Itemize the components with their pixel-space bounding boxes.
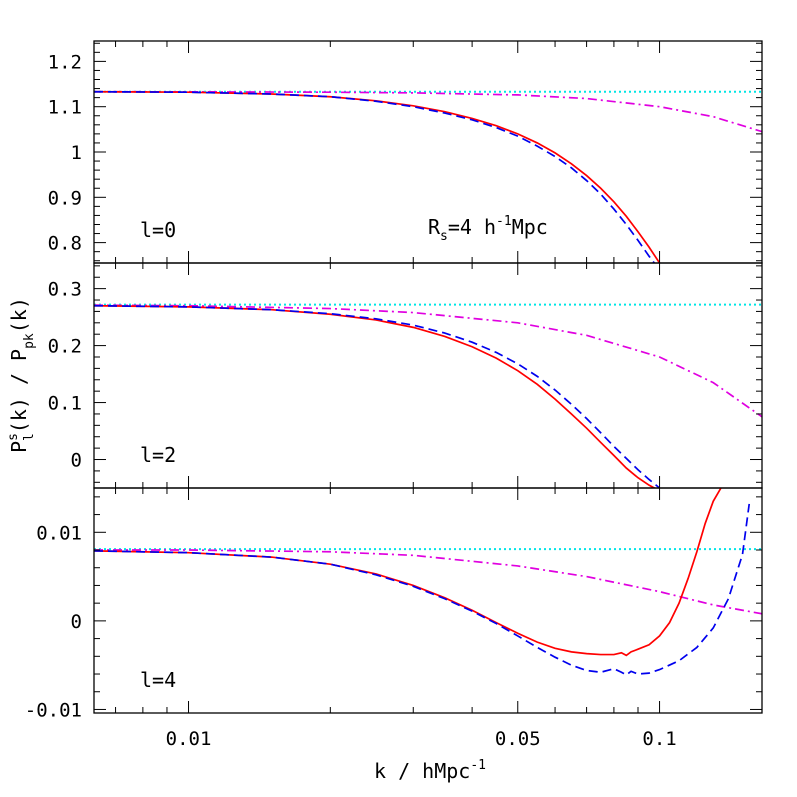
panel-l=2: 0 0.1 0.2 0.3 l=2 — [48, 262, 763, 489]
panel-label: l=4 — [140, 668, 176, 692]
y-tick-label: 1 — [71, 142, 82, 164]
panel-label: l=2 — [140, 443, 176, 467]
y-axis-label-sup: s — [6, 433, 21, 441]
panel-l=0: 0.8 0.9 1 1.1 1.2 l=0 — [48, 40, 763, 264]
rs-annotation-unit: Mpc — [512, 215, 548, 239]
y-tick-label: 1.2 — [48, 51, 82, 73]
y-axis-label-p: P — [7, 441, 31, 453]
y-axis-label: Psl(k) / Ppk(k) — [6, 297, 37, 453]
rs-annotation-sub: s — [440, 229, 448, 244]
x-axis-label: k / hMpc-1 — [374, 758, 486, 783]
y-axis-label-sub: l — [22, 433, 37, 441]
series-model — [94, 90, 762, 133]
y-tick-label: -0.01 — [25, 699, 82, 721]
series-simulation-b — [94, 503, 751, 676]
series-simulation-a — [94, 488, 722, 657]
series-group — [94, 90, 762, 263]
y-tick-label: 0 — [71, 450, 82, 472]
chart-panels: 0.8 0.9 1 1.1 1.2 l=0 0 0.1 0.2 0.3 l=2 -0.01 0 0.01 l… — [25, 40, 763, 750]
rs-annotation-sup: -1 — [496, 214, 512, 229]
series-simulation-b — [94, 90, 656, 263]
series-group — [94, 488, 762, 676]
panel-frame — [93, 487, 763, 714]
x-tick-label: 0.1 — [642, 728, 676, 750]
x-axis-label-sup: -1 — [470, 758, 486, 773]
series-model — [94, 304, 762, 418]
series-model — [94, 549, 762, 615]
y-tick-label: 1.1 — [48, 97, 82, 119]
x-tick-label: 0.05 — [495, 728, 541, 750]
y-tick-label: 0.01 — [36, 522, 82, 544]
y-tick-label: 0.1 — [48, 393, 82, 415]
rs-annotation-r: R — [428, 215, 441, 239]
y-axis-label-end: (k) — [7, 297, 31, 333]
y-tick-label: 0.9 — [48, 187, 82, 209]
series-simulation-a — [94, 90, 662, 263]
rs-annotation: Rs=4 h-1Mpc — [428, 214, 548, 244]
panel-label: l=0 — [140, 218, 176, 242]
rs-annotation-rest: =4 h — [448, 215, 496, 239]
y-axis-label-mid: (k) / P — [7, 349, 31, 433]
y-tick-label: 0.2 — [48, 336, 82, 358]
series-group — [94, 303, 762, 488]
series-simulation-b — [94, 304, 661, 488]
x-axis-label-main: k / hMpc — [374, 759, 470, 783]
x-tick-label: 0.01 — [166, 728, 212, 750]
y-tick-label: 0.3 — [48, 279, 82, 301]
y-axis-label-pk: pk — [22, 333, 37, 349]
y-tick-label: 0 — [71, 611, 82, 633]
panel-l=4: -0.01 0 0.01 l=4 — [25, 487, 763, 721]
y-tick-label: 0.8 — [48, 233, 82, 255]
panel-frame — [93, 262, 763, 489]
